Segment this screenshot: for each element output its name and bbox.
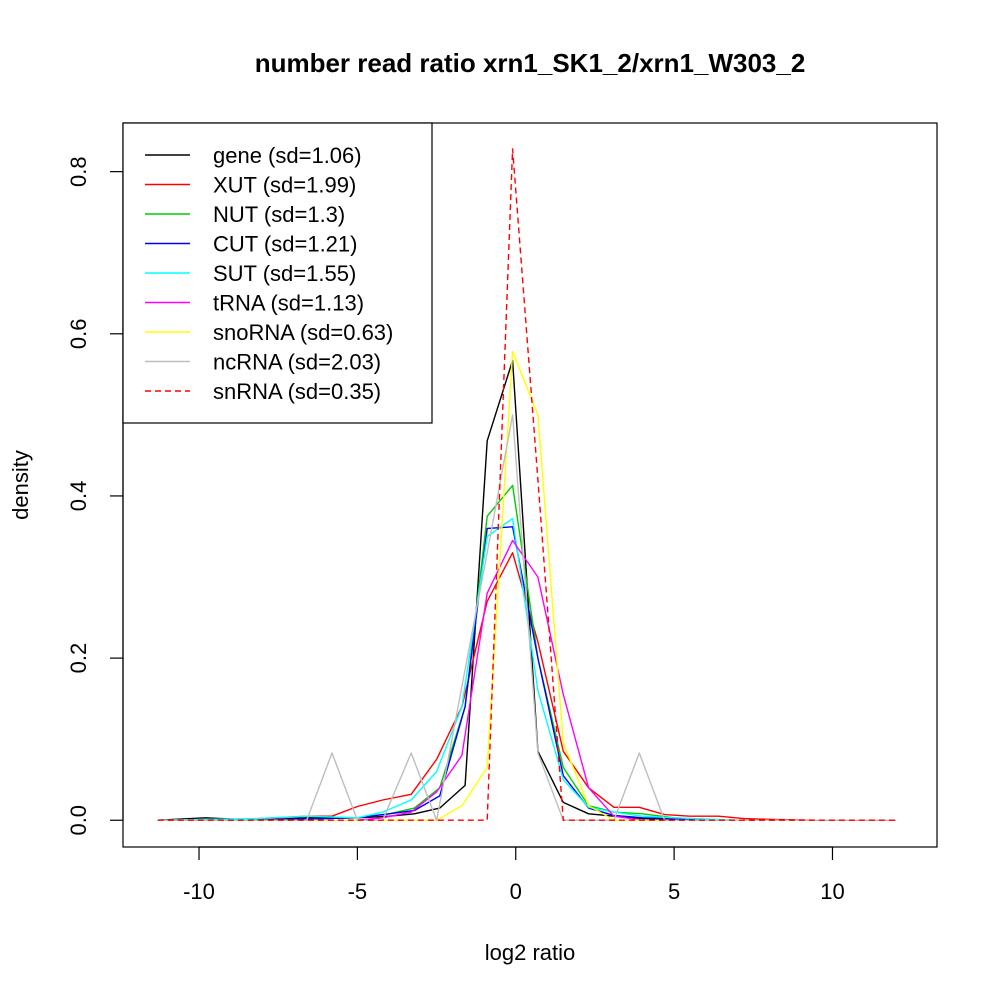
x-tick-label: -10 — [183, 879, 215, 904]
x-axis: -10 -5 0 5 10 — [183, 846, 845, 904]
legend-label: XUT (sd=1.99) — [213, 173, 356, 198]
y-tick-label: 0.8 — [66, 156, 91, 187]
x-tick-label: 10 — [820, 879, 844, 904]
legend-label: CUT (sd=1.21) — [213, 232, 357, 257]
x-axis-label: log2 ratio — [485, 940, 576, 965]
series-line-0 — [157, 359, 706, 821]
y-tick-label: 0.4 — [66, 481, 91, 512]
legend-label: tRNA (sd=1.13) — [213, 291, 364, 316]
chart-title: number read ratio xrn1_SK1_2/xrn1_W303_2 — [255, 48, 806, 78]
legend-label: snoRNA (sd=0.63) — [213, 320, 393, 345]
series-line-2 — [157, 484, 719, 821]
y-axis: 0.0 0.2 0.4 0.6 0.8 — [66, 156, 124, 836]
series-line-1 — [157, 552, 896, 821]
series-line-7 — [157, 414, 896, 821]
series-layer — [157, 148, 896, 821]
legend-label: NUT (sd=1.3) — [213, 202, 345, 227]
y-tick-label: 0.0 — [66, 805, 91, 836]
y-tick-label: 0.2 — [66, 643, 91, 674]
x-tick-label: 5 — [668, 879, 680, 904]
legend-label: SUT (sd=1.55) — [213, 261, 356, 286]
legend-label: ncRNA (sd=2.03) — [213, 350, 381, 375]
y-tick-label: 0.6 — [66, 318, 91, 349]
series-line-4 — [157, 517, 738, 821]
x-tick-label: -5 — [348, 879, 368, 904]
legend: gene (sd=1.06) XUT (sd=1.99) NUT (sd=1.3) C… — [122, 122, 433, 424]
series-line-8 — [157, 148, 896, 821]
legend-label: gene (sd=1.06) — [213, 143, 362, 168]
x-tick-label: 0 — [510, 879, 522, 904]
series-line-5 — [157, 539, 675, 821]
legend-label: snRNA (sd=0.35) — [213, 379, 381, 404]
y-axis-label: density — [8, 450, 33, 520]
